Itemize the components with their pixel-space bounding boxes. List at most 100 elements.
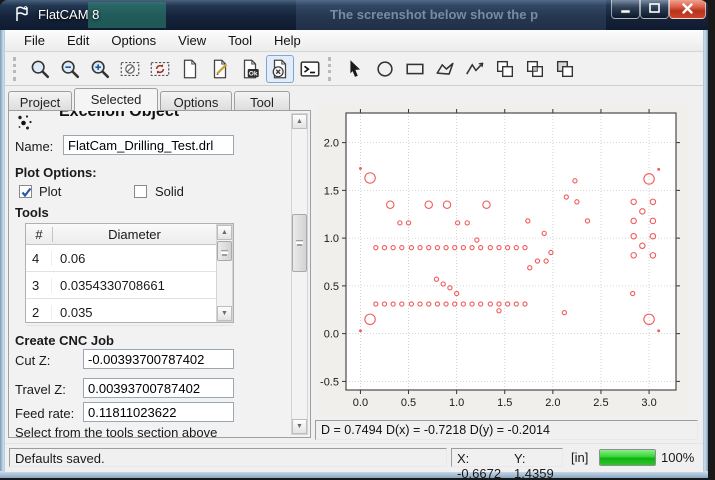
coordinate-readout: X: -0.6672 Y: 1.4359 [451,448,563,478]
titlebar-ghost-text: The screenshot below show the p [330,7,539,22]
menu-edit[interactable]: Edit [66,33,90,48]
tab-selected[interactable]: Selected [74,88,158,111]
plot-options-label: Plot Options: [15,165,97,180]
svg-text:2.5: 2.5 [593,397,608,409]
tools-hint: Select from the tools section above [15,425,218,440]
menu-file[interactable]: File [24,33,45,48]
measure-readout: D = 0.7494 D(x) = -0.7218 D(y) = -0.2014 [315,420,698,440]
tool-diameter: 0.0354330708661 [60,277,165,293]
tab-project[interactable]: Project [8,91,72,111]
clear-plot-button[interactable] [116,55,144,83]
name-label: Name: [15,139,54,154]
draw-path-button[interactable] [461,55,489,83]
polygon-icon [436,62,454,75]
svg-text:1.0: 1.0 [324,233,339,245]
scrollbar-thumb[interactable] [217,241,232,261]
plot-figure[interactable]: 0.0 0.5 1.0 1.5 2.0 2.5 3.0 -0.5 0.0 0.5 1.0 1.5 2.0 [317,103,689,415]
draw-circle-button[interactable] [371,55,399,83]
file-new-icon [183,59,197,79]
tools-label: Tools [15,205,49,220]
pointer-icon [350,60,361,77]
svg-text:0.0: 0.0 [324,329,339,341]
plot-checkbox-label: Plot [39,184,62,199]
replot-button[interactable] [146,55,174,83]
menu-options[interactable]: Options [111,33,157,48]
panel-scroll-down-arrow[interactable]: ▼ [292,419,307,434]
svg-text:1.5: 1.5 [497,397,512,409]
shape-intersection-button[interactable] [521,55,549,83]
tool-row[interactable]: 3 0.0354330708661 [26,272,233,299]
titlebar-glass-slab [296,0,606,30]
svg-text:0.5: 0.5 [324,281,339,293]
close-button[interactable] [669,0,706,19]
title-bar[interactable]: The screenshot below show the p FlatCAM … [0,0,708,30]
cut-z-input[interactable] [83,349,234,369]
feed-rate-label: Feed rate: [15,406,75,421]
minimize-button[interactable] [611,0,640,19]
drill-pattern-plot[interactable]: 0.0 0.5 1.0 1.5 2.0 2.5 3.0 -0.5 0.0 0.5 1.0 1.5 2.0 [317,103,689,415]
new-file-button[interactable] [176,55,204,83]
svg-text:Ok: Ok [249,70,258,77]
select-tool-button[interactable] [341,55,369,83]
units-label: [in] [571,450,589,465]
maximize-button[interactable] [640,0,669,19]
panel-scrollbar[interactable]: ▲ ▼ [291,113,308,435]
tool-row[interactable]: 4 0.06 [26,245,233,272]
name-input[interactable] [63,135,234,155]
toolbar-handle[interactable] [13,57,19,81]
panel-heading-clipped: Excellon Object [59,111,269,124]
solid-checkbox[interactable] [134,185,147,198]
edit-object-button[interactable] [206,55,234,83]
menu-tool[interactable]: Tool [228,33,252,48]
scroll-down-arrow[interactable]: ▼ [217,306,232,321]
toolbar-handle[interactable] [328,57,334,81]
zoom-in-button[interactable] [86,55,114,83]
tab-options[interactable]: Options [160,91,232,111]
shape-subtract-button[interactable] [551,55,579,83]
solid-checkbox-label: Solid [155,184,184,199]
subtract-icon [556,60,574,78]
file-edit-icon [213,59,228,79]
cut-z-label: Cut Z: [15,353,51,368]
menubar: File Edit Options View Tool Help [5,30,703,52]
menu-help[interactable]: Help [273,33,301,48]
travel-z-input[interactable] [83,378,234,398]
zoom-fit-button[interactable] [26,55,54,83]
svg-text:0.5: 0.5 [401,397,416,409]
feed-rate-input[interactable] [83,402,234,422]
tab-tool[interactable]: Tool [234,91,290,111]
magnifier-minus-icon [61,60,80,79]
status-bar: Defaults saved. X: -0.6672 Y: 1.4359 [in… [5,443,703,478]
toolbar: Ok [5,53,703,86]
app-icon [16,6,28,21]
plot-checkbox[interactable] [19,185,32,198]
svg-text:-0.5: -0.5 [320,376,339,388]
window-border-bottom [0,471,708,478]
save-defaults-button[interactable]: Ok [236,55,264,83]
tools-table[interactable]: # Diameter 4 0.06 3 0.0354330708661 2 0.035 ▲… [25,223,234,326]
tool-number: 3 [26,277,52,293]
svg-text:1.5: 1.5 [324,185,339,197]
draw-polygon-button[interactable] [431,55,459,83]
tools-table-scrollbar[interactable]: ▲ ▼ [216,224,233,322]
menu-view[interactable]: View [178,33,207,48]
shape-union-button[interactable] [491,55,519,83]
rectangle-icon [406,63,424,75]
draw-rectangle-button[interactable] [401,55,429,83]
progress-bar [599,449,656,466]
circle-icon [377,61,393,77]
excellon-object-icon [18,115,32,130]
shell-button[interactable] [296,55,324,83]
panel-scroll-up-arrow[interactable]: ▲ [292,114,307,129]
titlebar-glass-reflection [88,2,166,28]
delete-object-button[interactable] [266,55,294,83]
svg-text:2.0: 2.0 [545,397,560,409]
panel-scrollbar-thumb[interactable] [292,214,307,272]
tool-row[interactable]: 2 0.035 [26,299,233,326]
scroll-up-arrow[interactable]: ▲ [217,225,232,240]
svg-text:3.0: 3.0 [641,397,656,409]
zoom-out-button[interactable] [56,55,84,83]
tool-diameter: 0.06 [60,250,86,266]
create-cnc-job-label: Create CNC Job [15,333,114,348]
